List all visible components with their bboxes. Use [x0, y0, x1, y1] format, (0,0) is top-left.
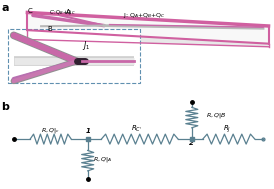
- Text: $R_J$: $R_J$: [223, 123, 232, 135]
- Polygon shape: [27, 12, 269, 44]
- Text: $R, Q|_c$: $R, Q|_c$: [41, 126, 60, 135]
- Text: b: b: [1, 102, 9, 112]
- Text: $R, Q|B$: $R, Q|B$: [206, 111, 226, 120]
- Text: $R_{C'}$: $R_{C'}$: [131, 123, 143, 134]
- Text: J: Q$_A$+Q$_B$+Q$_C$: J: Q$_A$+Q$_B$+Q$_C$: [123, 11, 166, 20]
- Text: a: a: [1, 3, 9, 13]
- Text: C: C: [27, 8, 32, 14]
- Polygon shape: [27, 30, 269, 47]
- Text: B: B: [47, 26, 52, 33]
- Text: C′:Q$_B$+Q$_C$: C′:Q$_B$+Q$_C$: [49, 9, 76, 17]
- Text: $J_1$: $J_1$: [82, 39, 91, 52]
- Text: 2: 2: [189, 140, 194, 146]
- Text: $R, Q|_A$: $R, Q|_A$: [93, 155, 112, 164]
- Text: A: A: [66, 9, 71, 15]
- Text: 1: 1: [85, 129, 90, 134]
- Bar: [8, 29, 140, 83]
